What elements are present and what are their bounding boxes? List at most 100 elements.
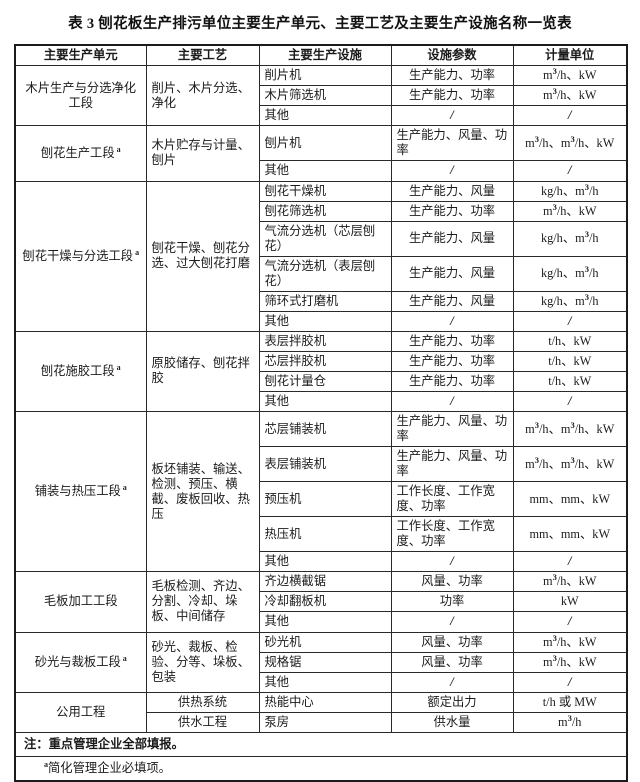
document-page: 表 3 刨花板生产排污单位主要生产单元、主要工艺及主要生产设施名称一览表 主要生… [14, 16, 628, 782]
table-note-row: a简化管理企业必填项。 [14, 755, 628, 782]
column-header-parameters: 设施参数 [390, 44, 514, 66]
note-text: 重点管理企业全部填报。 [48, 736, 184, 751]
process-cell: 刨花干燥、刨花分选、过大刨花打磨 [145, 180, 260, 332]
table-row: 其他 / / [15, 390, 628, 413]
equipment-cell: 其他 [258, 390, 392, 413]
parameter-cell: 生产能力、风量、功率 [390, 446, 514, 482]
production-unit-label: 木片生产与分选净化工段 [25, 80, 137, 110]
table-row: 热压机 工作长度、工作宽度、功率 mm、mm、kW [15, 516, 628, 552]
table-row: 刨花生产工段 a 木片贮存与计量、刨片 刨片机 生产能力、风量、功率 m3/h、m3/h、… [14, 125, 628, 182]
unit-cell: m3/h、m3/h、kW [512, 411, 628, 447]
unit-cell: t/h、kW [512, 330, 628, 352]
table-row: 表层铺装机 生产能力、风量、功率 m3/h、m3/h、kW [15, 446, 628, 482]
equipment-cell: 刨片机 [258, 125, 392, 162]
parameter-cell: / [390, 104, 514, 127]
equipment-cell: 预压机 [258, 481, 392, 517]
note-text: 简化管理企业必填项。 [48, 760, 171, 775]
parameter-cell: 供水量 [390, 711, 514, 733]
parameter-cell: 生产能力、风量 [390, 290, 514, 312]
page-title: 表 3 刨花板生产排污单位主要生产单元、主要工艺及主要生产设施名称一览表 [68, 16, 572, 32]
equipment-cell: 规格锯 [258, 651, 392, 673]
equipment-cell: 气流分选机（表层刨花） [258, 255, 392, 292]
production-unit-cell: 砂光与裁板工段 a [14, 631, 147, 693]
table-row: 气流分选机（表层刨花） 生产能力、风量 kg/h、m3/h [15, 255, 628, 292]
footnote-marker: a [122, 653, 127, 663]
equipment-cell: 其他 [258, 104, 392, 127]
equipment-cell: 砂光机 [258, 631, 392, 653]
table-row: 预压机 工作长度、工作宽度、功率 mm、mm、kW [15, 481, 628, 517]
equipment-cell: 芯层铺装机 [258, 411, 392, 447]
footnote-marker: a [116, 362, 121, 372]
unit-cell: / [512, 671, 628, 693]
production-unit-label: 刨花干燥与分选工段 [22, 248, 134, 263]
unit-cell: kg/h、m3/h [512, 220, 628, 257]
column-header-equipment: 主要生产设施 [258, 44, 392, 66]
table-row: 冷却翻板机 功率 kW [15, 591, 628, 613]
unit-cell: t/h、kW [512, 350, 628, 372]
equipment-cell: 削片机 [258, 65, 392, 86]
equipment-cell: 表层拌胶机 [258, 330, 392, 352]
equipment-cell: 其他 [258, 310, 392, 332]
production-unit-label: 砂光与裁板工段 [34, 654, 121, 669]
parameter-cell: 风量、功率 [390, 631, 514, 653]
unit-cell: m3/h、kW [512, 651, 628, 673]
table-row: 公用工程 供热系统 热能中心 额定出力 t/h 或 MW [14, 691, 628, 733]
column-header-production-unit: 主要生产单元 [14, 44, 147, 66]
production-unit-cell: 毛板加工工段 [14, 571, 147, 633]
equipment-cell: 齐边横截锯 [258, 571, 392, 593]
footnote-marker: a [135, 247, 140, 257]
process-cell: 砂光、裁板、检验、分等、垛板、包装 [145, 631, 260, 693]
unit-cell: / [512, 104, 628, 127]
table-row: 其他 / / [15, 671, 628, 693]
table-row: 刨花施胶工段 a 原胶储存、刨花拌胶 表层拌胶机 生产能力、功率 t/h、kW [14, 330, 628, 413]
parameter-cell: 生产能力、功率 [390, 85, 514, 106]
unit-cell: kg/h、m3/h [512, 255, 628, 292]
equipment-cell: 木片筛选机 [258, 85, 392, 106]
unit-cell: / [512, 550, 628, 573]
production-unit-cell: 木片生产与分选净化工段 [14, 64, 147, 127]
table-row: 铺装与热压工段 a 板坯铺装、输送、检测、预压、横截、废板回收、热压 芯层铺装机 生产能… [14, 410, 628, 573]
parameter-cell: 生产能力、风量、功率 [390, 411, 514, 447]
column-header-units: 计量单位 [512, 44, 628, 66]
equipment-cell: 表层铺装机 [258, 446, 392, 482]
table-note: a简化管理企业必填项。 [14, 755, 628, 782]
unit-cell: mm、mm、kW [512, 516, 628, 552]
parameter-cell: 生产能力、功率 [390, 200, 514, 222]
table-row: 其他 / / [15, 104, 628, 127]
unit-cell: m3/h、kW [512, 85, 628, 106]
parameter-cell: / [390, 310, 514, 332]
column-header-process: 主要工艺 [145, 44, 260, 66]
equipment-cell: 其他 [258, 611, 392, 633]
unit-cell: m3/h [512, 711, 628, 733]
equipment-cell: 冷却翻板机 [258, 591, 392, 613]
parameter-cell: / [390, 611, 514, 633]
equipment-cell: 其他 [258, 160, 392, 182]
table-row: 刨花干燥与分选工段 a 刨花干燥、刨花分选、过大刨花打磨 刨花干燥机 生产能力、风量 kg… [14, 180, 628, 332]
process-cell: 供水工程 [145, 711, 260, 733]
process-cell: 原胶储存、刨花拌胶 [145, 330, 260, 413]
unit-cell: m3/h、kW [512, 631, 628, 653]
unit-cell: kg/h、m3/h [512, 290, 628, 312]
parameter-cell: 生产能力、功率 [390, 370, 514, 392]
unit-cell: / [512, 390, 628, 413]
table-row: 木片生产与分选净化工段 削片、木片分选、净化 削片机 生产能力、功率 m3/h、kW [14, 64, 628, 127]
table-row: 其他 / / [15, 611, 628, 633]
unit-cell: m3/h、kW [512, 65, 628, 86]
table-row: 毛板加工工段 毛板检测、齐边、分割、冷却、垛板、中间储存 齐边横截锯 风量、功率 m3/… [14, 571, 628, 633]
parameter-cell: 生产能力、功率 [390, 350, 514, 372]
production-facility-table: 主要生产单元 主要工艺 主要生产设施 设施参数 计量单位 木片生产与分选净化工段… [14, 44, 628, 782]
table-row: 筛环式打磨机 生产能力、风量 kg/h、m3/h [15, 290, 628, 312]
production-unit-label: 刨花施胶工段 [40, 363, 115, 378]
footnote-marker: a [116, 144, 121, 154]
table-row: 规格锯 风量、功率 m3/h、kW [15, 651, 628, 673]
unit-cell: / [512, 310, 628, 332]
production-unit-cell: 刨花生产工段 a [14, 125, 147, 182]
table-row: 供水工程 泵房 供水量 m3/h [15, 711, 628, 733]
table-row: 其他 / / [15, 550, 628, 573]
parameter-cell: 生产能力、风量、功率 [390, 125, 514, 162]
equipment-cell: 热能中心 [258, 691, 392, 713]
parameter-cell: 风量、功率 [390, 571, 514, 593]
parameter-cell: 功率 [390, 591, 514, 613]
production-unit-label: 毛板加工工段 [43, 594, 118, 609]
production-unit-label: 公用工程 [56, 704, 106, 719]
